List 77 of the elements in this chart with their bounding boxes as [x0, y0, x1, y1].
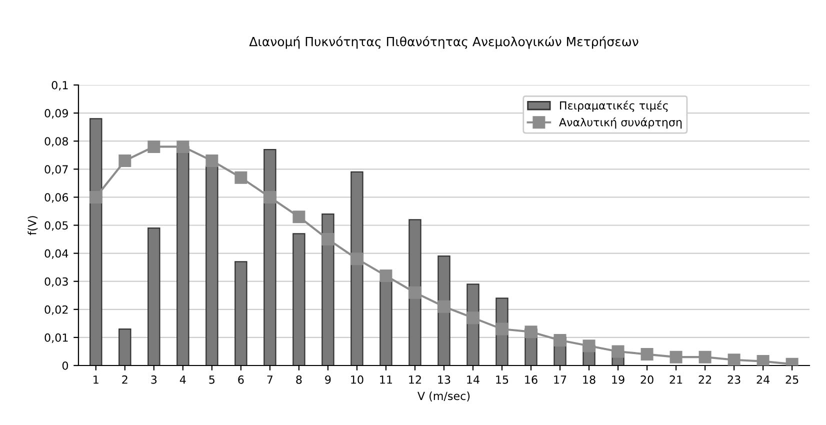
y-tick-label: 0	[62, 361, 68, 370]
point	[670, 350, 682, 364]
x-tick-label: 16	[525, 375, 538, 384]
y-tick-label: 0,07	[44, 165, 68, 175]
x-tick-label: 7	[267, 376, 273, 384]
bar	[234, 261, 248, 366]
point	[234, 171, 248, 184]
x-tick-label: 22	[698, 375, 712, 384]
point	[438, 300, 450, 313]
point	[206, 154, 218, 167]
x-tick-label: 3	[151, 375, 157, 384]
point	[264, 190, 276, 204]
point	[612, 345, 624, 358]
x-tick-label: 19	[612, 375, 624, 384]
bar	[322, 213, 334, 366]
bar	[408, 219, 422, 366]
bar	[350, 171, 364, 366]
point	[640, 348, 654, 361]
chart-title: Διανομή Πυκνότητας Πιθανότητας Ανεμολογικών Μετρήσεων	[249, 36, 638, 49]
point	[118, 154, 132, 167]
x-tick-label: 15	[496, 376, 508, 384]
point	[176, 140, 190, 153]
y-axis-title: f(V)	[28, 216, 38, 236]
x-tick-label: 17	[554, 376, 566, 384]
x-tick-label: 5	[209, 376, 214, 384]
point	[322, 233, 334, 246]
x-tick-label: 21	[670, 375, 682, 384]
bar	[380, 280, 392, 366]
x-tick-label: 8	[296, 375, 302, 384]
bar	[176, 146, 190, 366]
bar	[148, 228, 160, 366]
x-axis-title: V (m/sec)	[418, 392, 470, 402]
y-tick-label: 0,09	[44, 109, 68, 119]
x-tick-label: 18	[583, 375, 596, 384]
x-tick-label: 11	[380, 376, 392, 384]
x-tick-label: 23	[728, 375, 740, 384]
x-tick-label: 12	[409, 375, 421, 384]
legend-label: Αναλυτική συνάρτηση	[559, 117, 682, 129]
point	[496, 322, 508, 336]
point	[408, 286, 422, 299]
x-tick-label: 14	[467, 376, 480, 384]
x-tick-label: 13	[438, 375, 450, 384]
x-tick-label: 1	[94, 376, 98, 384]
y-tick-label: 0,08	[44, 137, 68, 147]
x-tick-label: 2	[122, 375, 128, 384]
bar	[292, 233, 306, 366]
y-tick-label: 0,1	[52, 80, 68, 91]
point	[380, 269, 392, 282]
bar	[118, 328, 132, 366]
x-tick-label: 10	[351, 375, 364, 384]
legend-label: Πειραματικές τιμές	[560, 100, 668, 112]
point	[466, 312, 480, 324]
x-tick-label: 4	[180, 376, 186, 384]
y-tick-label: 0,05	[44, 221, 68, 231]
y-tick-label: 0,03	[44, 277, 68, 287]
point	[148, 140, 160, 153]
x-tick-label: 24	[756, 375, 770, 384]
point	[292, 210, 306, 224]
point	[582, 340, 596, 352]
point	[698, 350, 712, 364]
bar	[90, 118, 102, 366]
y-tick-label: 0,04	[44, 249, 68, 259]
point	[756, 355, 770, 366]
y-tick-label: 0,02	[44, 305, 68, 315]
x-tick-label: 25	[786, 375, 798, 384]
point	[524, 326, 538, 338]
point	[350, 252, 364, 266]
y-tick-label: 0,01	[44, 333, 68, 343]
bar	[264, 148, 276, 366]
point	[554, 334, 566, 347]
y-tick-label: 0,06	[44, 193, 68, 203]
point	[728, 354, 740, 366]
x-tick-label: 9	[325, 375, 331, 384]
point	[90, 190, 102, 204]
x-tick-label: 6	[238, 375, 244, 384]
x-tick-label: 20	[640, 375, 654, 384]
bar	[206, 166, 218, 366]
